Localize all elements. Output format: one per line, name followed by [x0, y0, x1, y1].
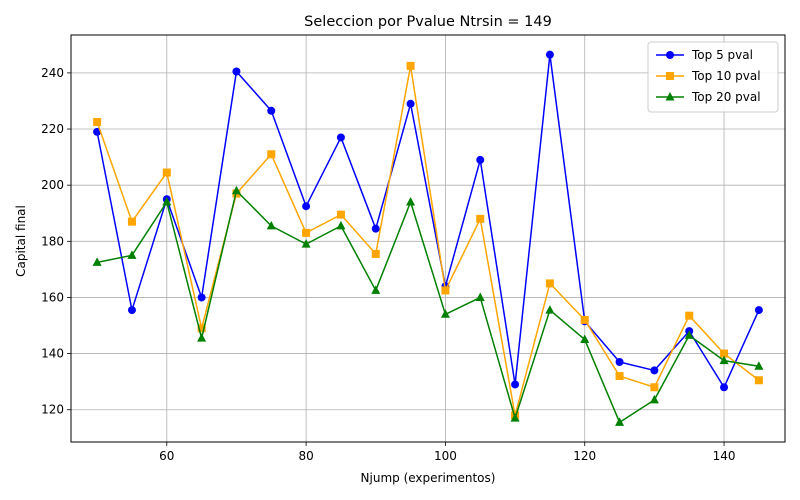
- data-point: [754, 306, 763, 315]
- data-point: [371, 285, 381, 294]
- data-point: [511, 380, 520, 389]
- y-tick-label: 240: [41, 66, 64, 80]
- data-point: [615, 417, 625, 426]
- data-point: [127, 306, 136, 315]
- data-point: [127, 250, 137, 259]
- data-point: [685, 311, 694, 320]
- data-point: [197, 333, 207, 342]
- data-point: [267, 106, 276, 115]
- data-point: [580, 315, 589, 324]
- data-point: [336, 220, 346, 230]
- data-point: [754, 376, 763, 385]
- legend-item: Top 10 pval: [656, 69, 761, 83]
- data-point: [719, 355, 729, 365]
- chart-title: Seleccion por Pvalue Ntrsin = 149: [304, 14, 552, 30]
- data-point: [231, 185, 241, 195]
- legend-swatch-marker: [665, 92, 675, 101]
- data-point: [684, 330, 694, 339]
- series-1: [93, 50, 763, 392]
- data-point: [371, 249, 380, 258]
- data-point: [162, 197, 172, 206]
- data-point: [336, 210, 345, 219]
- data-point: [476, 214, 485, 223]
- data-point: [266, 220, 276, 230]
- legend-label: Top 5 pval: [691, 48, 753, 62]
- y-tick-label: 180: [41, 234, 64, 248]
- data-point: [301, 239, 311, 248]
- legend-item: Top 5 pval: [656, 48, 753, 62]
- data-point: [302, 202, 311, 211]
- data-point: [93, 118, 102, 127]
- data-point: [441, 286, 450, 295]
- data-point: [615, 358, 624, 367]
- data-point: [615, 372, 624, 381]
- legend-swatch-marker: [666, 72, 674, 80]
- data-point: [336, 133, 345, 142]
- x-tick-label: 120: [573, 449, 596, 463]
- data-point: [649, 394, 659, 404]
- series-2: [93, 61, 763, 420]
- data-point: [197, 324, 206, 333]
- plot-frame: [70, 34, 786, 443]
- data-point: [406, 61, 415, 70]
- data-point: [406, 99, 415, 108]
- x-tick-label: 60: [159, 449, 174, 463]
- series-layer: [92, 50, 764, 426]
- x-tick-label: 100: [434, 449, 457, 463]
- legend-label: Top 10 pval: [691, 69, 761, 83]
- x-axis-label: Njump (experimentos): [361, 471, 496, 485]
- data-point: [545, 279, 554, 288]
- ticks: 60 80 100 120 140 120 140 160 180 200 220 240: [41, 66, 735, 463]
- grid: [71, 35, 785, 442]
- data-point: [92, 257, 102, 266]
- legend-label: Top 20 pval: [691, 90, 761, 104]
- y-tick-label: 220: [41, 122, 64, 136]
- data-point: [406, 197, 416, 206]
- x-tick-label: 140: [713, 449, 736, 463]
- y-tick-label: 200: [41, 178, 64, 192]
- series-line: [96, 190, 759, 424]
- data-point: [545, 50, 554, 59]
- data-point: [475, 292, 485, 301]
- y-tick-label: 160: [41, 290, 64, 304]
- series-line: [96, 65, 760, 417]
- series-3: [92, 185, 764, 426]
- data-point: [302, 228, 311, 237]
- y-tick-label: 140: [41, 347, 64, 361]
- data-point: [580, 334, 590, 344]
- legend: Top 5 pval Top 10 pval Top 20 pval: [647, 41, 779, 113]
- legend-box: [647, 41, 779, 113]
- data-point: [162, 168, 171, 177]
- data-point: [510, 413, 520, 422]
- data-point: [232, 67, 241, 76]
- data-point: [127, 217, 136, 226]
- series-line: [96, 53, 760, 389]
- y-tick-label: 120: [41, 403, 64, 417]
- data-point: [440, 309, 450, 318]
- data-point: [720, 349, 729, 358]
- data-point: [371, 224, 380, 233]
- legend-swatch-marker: [666, 51, 674, 59]
- data-point: [720, 383, 729, 392]
- data-point: [197, 293, 206, 302]
- data-point: [545, 305, 555, 314]
- legend-item: Top 20 pval: [656, 90, 761, 104]
- data-point: [754, 361, 764, 370]
- data-point: [650, 366, 659, 375]
- x-tick-label: 80: [298, 449, 313, 463]
- data-point: [476, 155, 485, 164]
- data-point: [267, 150, 276, 159]
- data-point: [650, 383, 659, 392]
- y-axis-label: Capital final: [14, 205, 28, 277]
